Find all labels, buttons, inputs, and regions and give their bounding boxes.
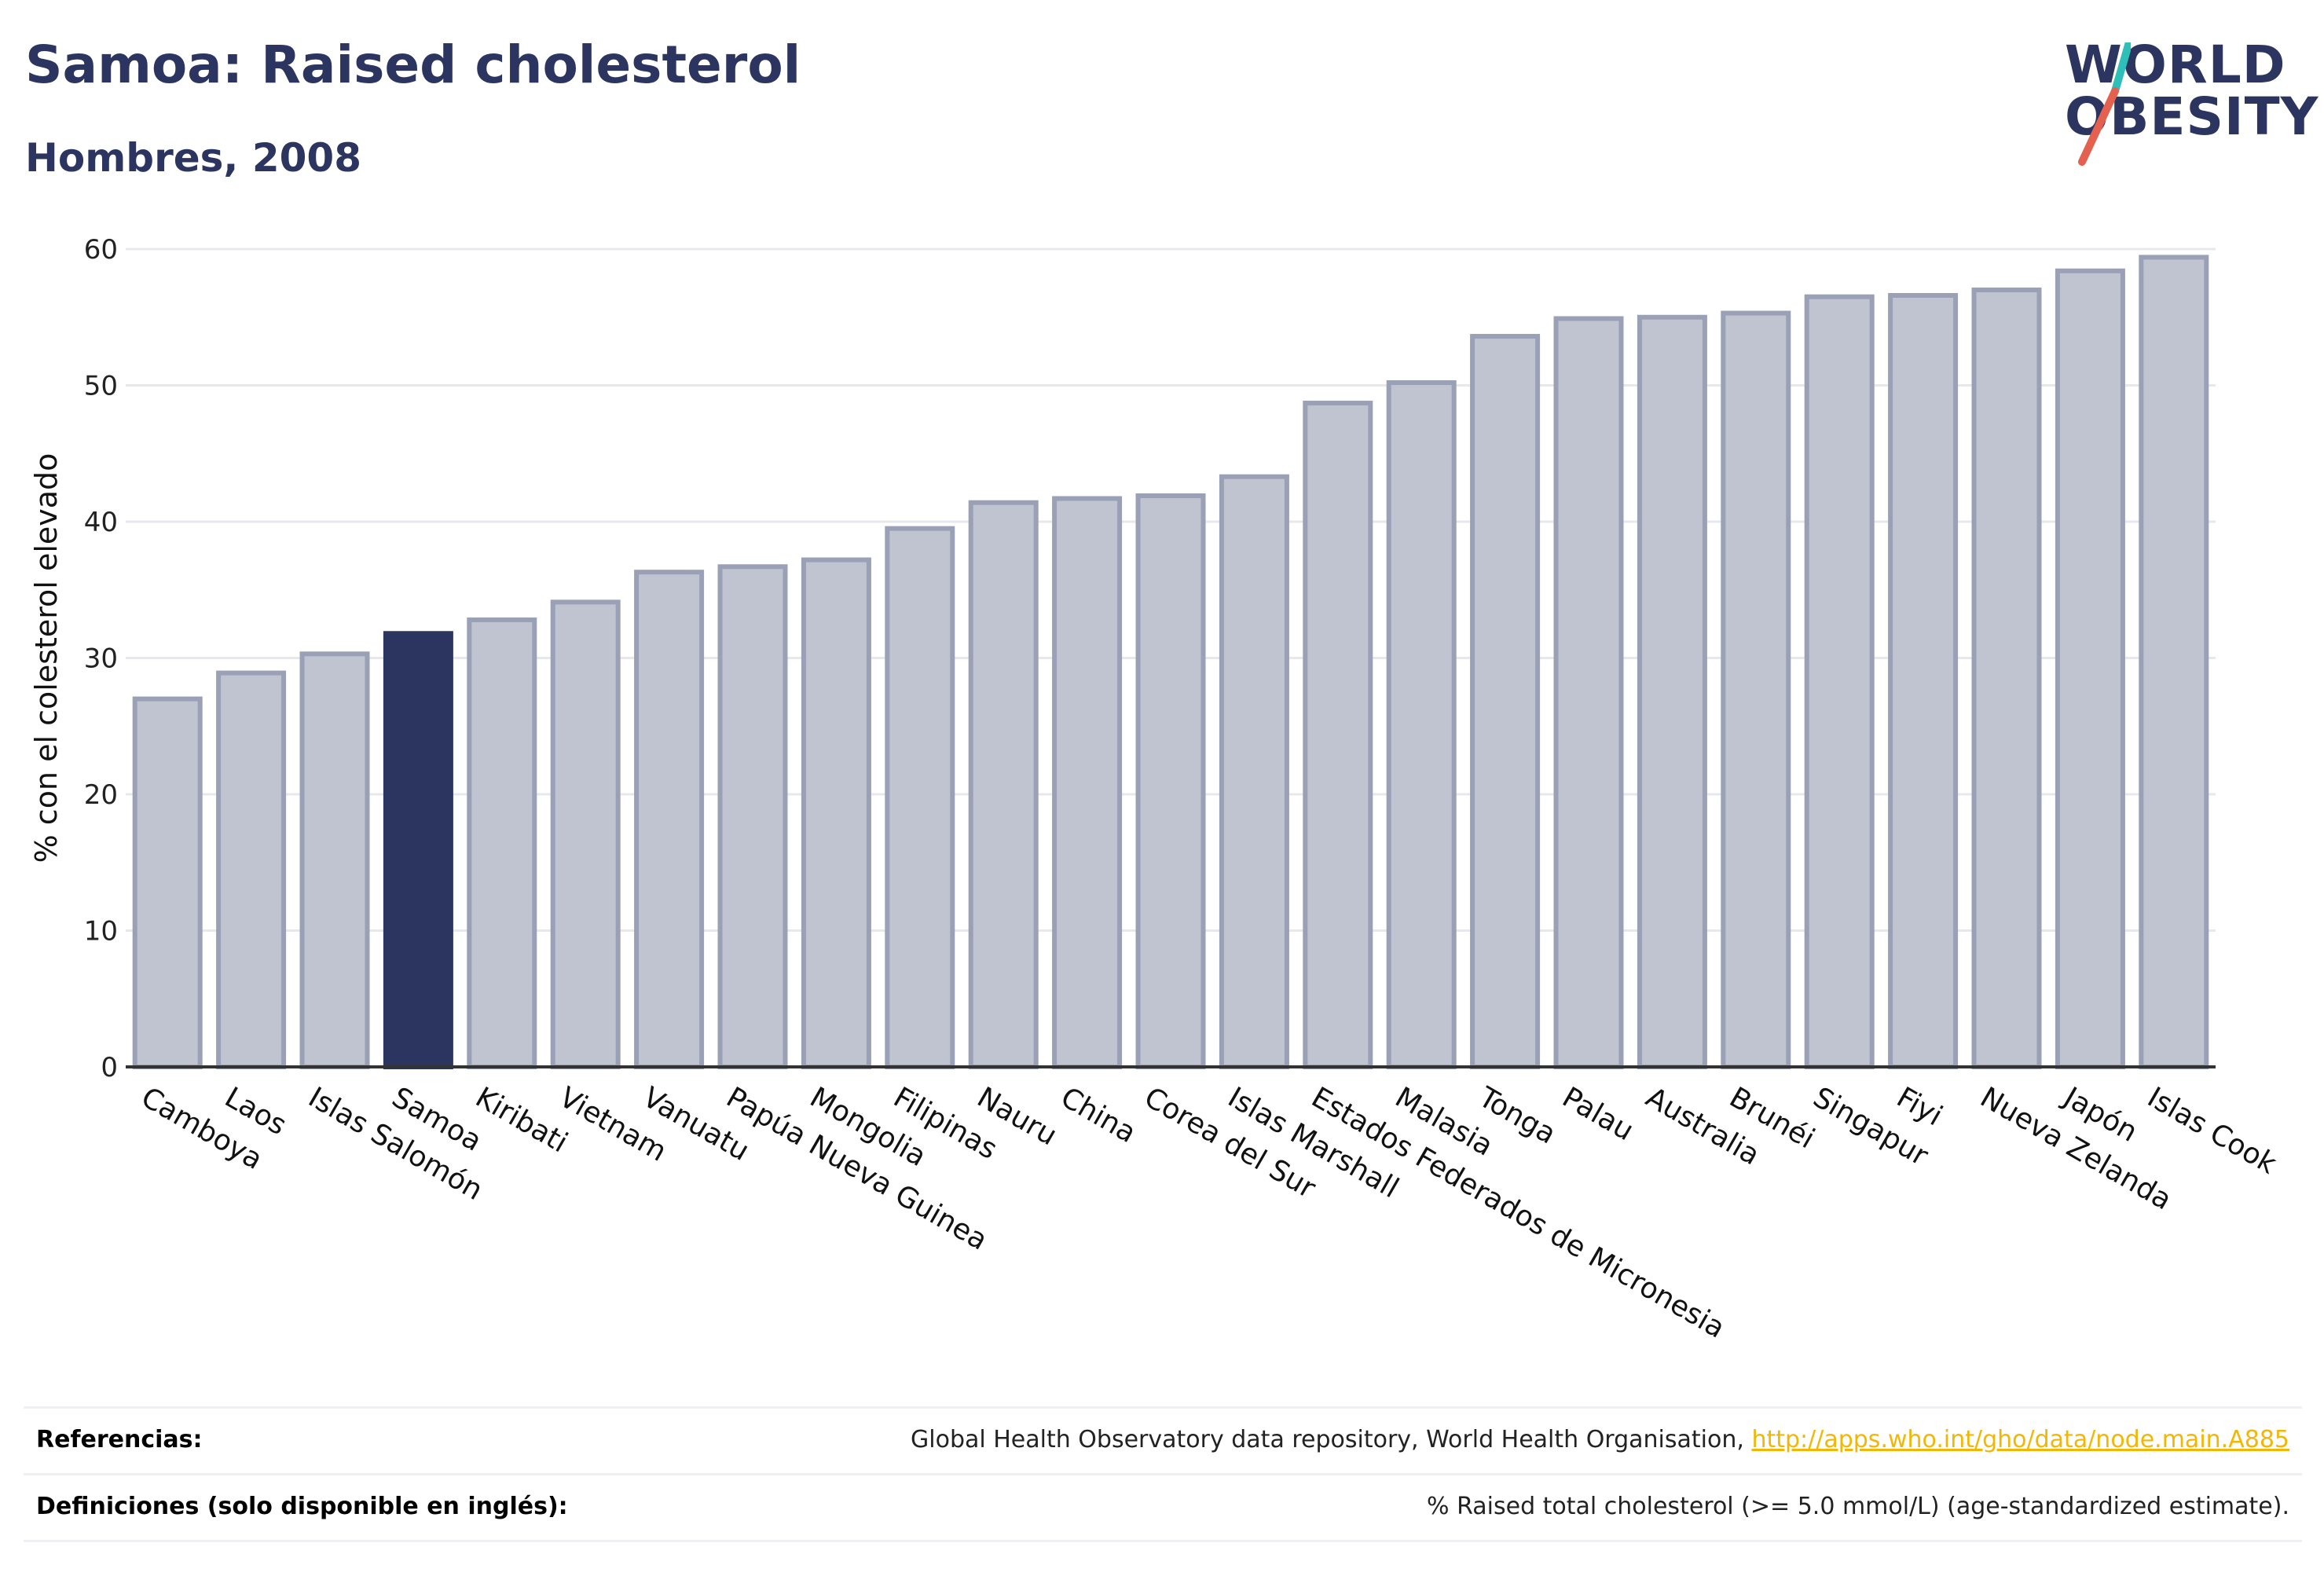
bar-brunéi[interactable]: [1721, 310, 1791, 1070]
references-text: Global Health Observatory data repositor…: [911, 1426, 1752, 1453]
references-row: Referencias: Global Health Observatory d…: [24, 1406, 2302, 1473]
bar-estados-federados-de-micronesia[interactable]: [1303, 401, 1373, 1069]
chart-title: Samoa: Raised cholesterol: [25, 35, 801, 95]
bar-singapur[interactable]: [1804, 294, 1875, 1070]
bar-australia[interactable]: [1637, 314, 1707, 1069]
y-tick-label: 0: [101, 1052, 118, 1083]
bar-china[interactable]: [1052, 496, 1123, 1069]
bar-laos[interactable]: [216, 670, 287, 1070]
bar-vietnam[interactable]: [550, 599, 621, 1069]
y-tick-label: 30: [84, 643, 118, 675]
bar-vanuatu[interactable]: [634, 570, 705, 1069]
bar-papúa-nueva-guinea[interactable]: [717, 564, 788, 1069]
y-tick-label: 20: [84, 779, 118, 811]
bar-tonga[interactable]: [1470, 334, 1541, 1070]
x-tick-label: Palau: [1557, 1081, 1640, 1147]
y-tick-label: 60: [84, 234, 118, 266]
references-value: Global Health Observatory data repositor…: [911, 1426, 2289, 1453]
references-table: Referencias: Global Health Observatory d…: [24, 1406, 2302, 1542]
bar-fiyi[interactable]: [1888, 292, 1959, 1070]
bar-kiribati[interactable]: [467, 617, 537, 1069]
bar-nauru[interactable]: [968, 500, 1039, 1069]
world-obesity-logo[interactable]: WORLD OBESITY: [2049, 35, 2318, 166]
bar-mongolia[interactable]: [801, 557, 871, 1069]
bars: [132, 255, 2209, 1070]
x-tick-label: Islas Cook: [2142, 1081, 2282, 1180]
y-tick-label: 40: [84, 507, 118, 538]
logo-slash-icon: [2078, 42, 2131, 166]
y-tick-label: 10: [84, 916, 118, 947]
x-tick-label: China: [1055, 1081, 1142, 1149]
y-tick-label: 50: [84, 371, 118, 402]
references-link[interactable]: http://apps.who.int/gho/data/node.main.A…: [1751, 1426, 2289, 1453]
bar-islas-cook[interactable]: [2139, 255, 2209, 1069]
bar-islas-marshall[interactable]: [1219, 474, 1289, 1069]
bar-islas-salomón[interactable]: [299, 651, 370, 1069]
definitions-label: Definiciones (solo disponible en inglés)…: [36, 1493, 568, 1520]
bar-japón[interactable]: [2055, 268, 2125, 1069]
chart-subtitle: Hombres, 2008: [25, 135, 361, 181]
logo-text-line1: WORLD: [2065, 35, 2286, 95]
bar-camboya[interactable]: [132, 696, 203, 1069]
definitions-value: % Raised total cholesterol (>= 5.0 mmol/…: [1427, 1493, 2289, 1520]
bar-malasia[interactable]: [1386, 380, 1457, 1069]
definitions-row: Definiciones (solo disponible en inglés)…: [24, 1473, 2302, 1542]
bar-filipinas[interactable]: [885, 526, 955, 1069]
x-tick-label: Kiribati: [470, 1081, 573, 1159]
bar-nueva-zelanda[interactable]: [1971, 288, 2042, 1070]
y-axis-label: % con el colesterol elevado: [29, 453, 64, 863]
bar-samoa[interactable]: [383, 631, 453, 1069]
references-label: Referencias:: [36, 1426, 203, 1453]
bar-palau[interactable]: [1553, 316, 1624, 1070]
bar-corea-del-sur[interactable]: [1135, 493, 1206, 1070]
